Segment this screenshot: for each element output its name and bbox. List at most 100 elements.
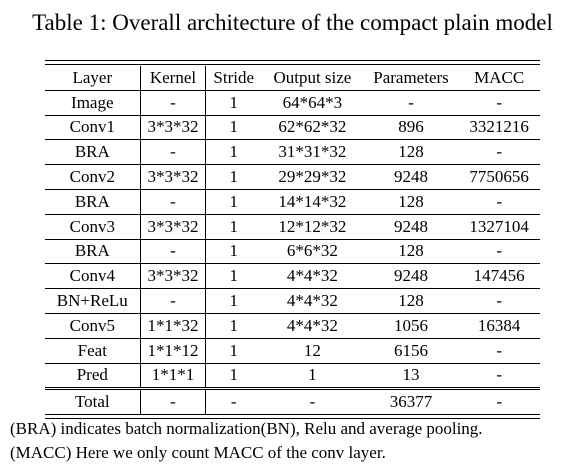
cell-kernel: - <box>140 139 207 166</box>
cell-output-size: 64*64*3 <box>261 90 364 116</box>
cell-output-size: 29*29*32 <box>261 164 364 190</box>
cell-kernel: 3*3*32 <box>140 164 207 190</box>
total-cell-macc: - <box>458 387 540 415</box>
cell-parameters: 9248 <box>363 164 459 190</box>
table-row: Pred 1*1*1 1 1 13 - <box>45 363 540 389</box>
cell-stride: 1 <box>205 288 262 314</box>
cell-parameters: 128 <box>363 189 459 215</box>
cell-parameters: 9248 <box>363 263 459 290</box>
cell-macc: - <box>458 338 540 364</box>
cell-layer: Pred <box>45 363 141 389</box>
cell-layer: Conv5 <box>45 313 141 339</box>
cell-parameters: 128 <box>363 139 459 166</box>
header-kernel: Kernel <box>140 66 207 91</box>
cell-parameters: 1056 <box>363 313 459 339</box>
table-row: Feat 1*1*12 1 12 6156- <box>45 338 540 364</box>
cell-parameters: 13 <box>402 365 420 385</box>
cell-stride: 1 <box>205 338 262 364</box>
header-layer: Layer <box>45 66 141 91</box>
cell-stride: 1 <box>205 139 262 166</box>
header-parameters: Parameters <box>363 66 459 91</box>
cell-output-size: 14*14*32 <box>261 189 364 215</box>
table-row: Conv5 1*1*32 1 4*4*32 1056 16384 <box>45 313 540 339</box>
cell-layer: Conv4 <box>45 263 141 290</box>
cell-kernel: - <box>140 90 207 116</box>
cell-output-size: 1 <box>308 365 317 385</box>
cell-macc: - <box>458 288 540 314</box>
cell-stride: 1 <box>205 313 262 339</box>
cell-stride: 1 <box>205 90 262 116</box>
total-cell-stride: - <box>205 387 262 415</box>
architecture-table: Layer Kernel Stride Output size Paramete… <box>45 66 540 415</box>
cell-output-size: 6*6*32 <box>261 239 364 265</box>
cell-parameters: 6156 <box>363 338 459 364</box>
cell-kernel: 1*1*12 <box>140 338 207 364</box>
cell-output-size: 31*31*32 <box>261 139 364 166</box>
table-row: Conv2 3*3*32 1 29*29*32 9248 7750656 <box>45 164 540 190</box>
cell-layer: BRA <box>45 239 141 265</box>
cell-layer: Feat <box>45 338 141 364</box>
note-bra: (BRA) indicates batch normalization(BN),… <box>10 419 483 438</box>
cell-kernel: 1*1*1 <box>140 363 207 389</box>
cell-kernel: - <box>140 288 207 314</box>
cell-stride: 1 <box>205 164 262 190</box>
cell-kernel: 1*1*32 <box>140 313 207 339</box>
cell-layer: BRA <box>45 139 141 166</box>
table-bottom-rule <box>45 414 540 420</box>
header-macc: MACC <box>458 66 540 91</box>
cell-layer: BRA <box>45 189 141 215</box>
cell-layer: Conv1 <box>45 115 141 141</box>
table-top-rule <box>45 60 540 65</box>
cell-stride: 1 <box>205 115 262 141</box>
cell-macc: - <box>458 139 540 166</box>
table-row: Conv3 3*3*32 1 12*12*32 9248 1327104 <box>45 214 540 240</box>
cell-macc: 7750656 <box>458 164 540 190</box>
cell-kernel: - <box>140 239 207 265</box>
cell-macc: - <box>458 189 540 215</box>
cell-parameters: 128 <box>363 288 459 314</box>
cell-stride: 1 <box>205 239 262 265</box>
cell-macc: - <box>458 239 540 265</box>
cell-kernel: 3*3*32 <box>140 263 207 290</box>
table-caption: Table 1: Overall architecture of the com… <box>32 10 553 35</box>
cell-macc: - <box>496 365 503 385</box>
total-cell-output-size: - <box>261 387 364 415</box>
cell-parameters: - <box>363 90 459 116</box>
cell-kernel: 3*3*32 <box>140 214 207 240</box>
cell-kernel: 3*3*32 <box>140 115 207 141</box>
cell-macc: 147456 <box>458 263 540 290</box>
cell-layer: BN+ReLu <box>45 288 141 314</box>
cell-layer: Conv2 <box>45 164 141 190</box>
cell-stride: 1 <box>205 214 262 240</box>
cell-output-size: 4*4*32 <box>261 263 364 290</box>
table-notes: (BRA) indicates batch normalization(BN),… <box>10 417 580 465</box>
cell-output-size: 12 <box>261 338 364 364</box>
table-row: Image -1 64*64*3- - <box>45 90 540 116</box>
cell-stride: 1 <box>205 189 262 215</box>
cell-macc: 1327104 <box>458 214 540 240</box>
cell-stride: 1 <box>229 365 238 385</box>
cell-macc: - <box>458 90 540 116</box>
cell-kernel: - <box>140 189 207 215</box>
header-output-size: Output size <box>261 66 364 91</box>
cell-parameters: 128 <box>363 239 459 265</box>
table-header-row: Layer Kernel Stride Output size Paramete… <box>45 66 540 91</box>
cell-stride: 1 <box>205 263 262 290</box>
cell-macc: 16384 <box>458 313 540 339</box>
cell-parameters: 9248 <box>363 214 459 240</box>
table-row: BRA -1 31*31*32 128- <box>45 139 540 166</box>
total-cell-layer: Total <box>45 387 141 415</box>
cell-output-size: 12*12*32 <box>261 214 364 240</box>
cell-parameters: 896 <box>363 115 459 141</box>
table-row: Conv1 3*3*32 1 62*62*32 896 3321216 <box>45 115 540 141</box>
table-row: BN+ReLu -1 4*4*32 128- <box>45 288 540 314</box>
architecture-table-wrapper: Layer Kernel Stride Output size Paramete… <box>45 60 540 420</box>
total-cell-kernel: - <box>140 387 207 415</box>
cell-macc: 3321216 <box>458 115 540 141</box>
cell-layer: Image <box>45 90 141 116</box>
note-macc: (MACC) Here we only count MACC of the co… <box>10 443 386 462</box>
cell-output-size: 4*4*32 <box>261 288 364 314</box>
table-row: BRA -1 6*6*32 128- <box>45 239 540 265</box>
table-total-row: Total - - - 36377 - <box>45 387 540 415</box>
header-stride: Stride <box>205 66 262 91</box>
